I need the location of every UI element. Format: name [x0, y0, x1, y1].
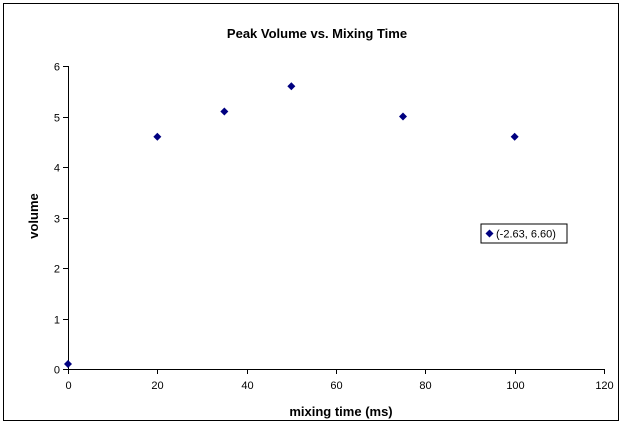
x-tick-label: 120	[595, 380, 613, 392]
data-point	[64, 359, 72, 368]
chart-frame	[3, 3, 619, 421]
y-tick-label: 6	[54, 62, 60, 74]
x-tick-label: 100	[506, 380, 524, 392]
y-axis-title: volume	[26, 193, 41, 239]
data-point	[153, 132, 162, 141]
x-tick-label: 0	[65, 380, 71, 392]
legend-entry: (-2.63, 6.60)	[496, 229, 556, 241]
data-point	[220, 107, 229, 116]
x-tick-label: 60	[330, 380, 342, 392]
chart-title: Peak Volume vs. Mixing Time	[227, 26, 407, 41]
legend: (-2.63, 6.60)	[480, 223, 568, 244]
axes	[68, 66, 604, 370]
x-tick-label: 20	[151, 380, 163, 392]
x-axis-title: mixing time (ms)	[289, 404, 392, 419]
x-tick-label: 80	[419, 380, 431, 392]
legend-box	[480, 223, 568, 244]
data-point	[510, 132, 519, 141]
y-tick-label: 1	[54, 315, 60, 327]
y-tick-label: 4	[54, 163, 60, 175]
data-point	[287, 82, 296, 91]
legend-marker-icon	[485, 229, 494, 238]
y-tick-label: 5	[54, 113, 60, 125]
data-points	[64, 82, 519, 368]
data-point	[399, 112, 407, 121]
x-axis-ticks: 0 20 40 60 80 100 120	[65, 369, 614, 392]
y-tick-label: 3	[54, 214, 60, 226]
x-tick-label: 40	[241, 380, 253, 392]
y-axis-ticks: 0 1 2 3 4 5 6	[54, 62, 68, 377]
y-tick-label: 2	[54, 264, 60, 276]
y-tick-label: 0	[54, 365, 60, 377]
